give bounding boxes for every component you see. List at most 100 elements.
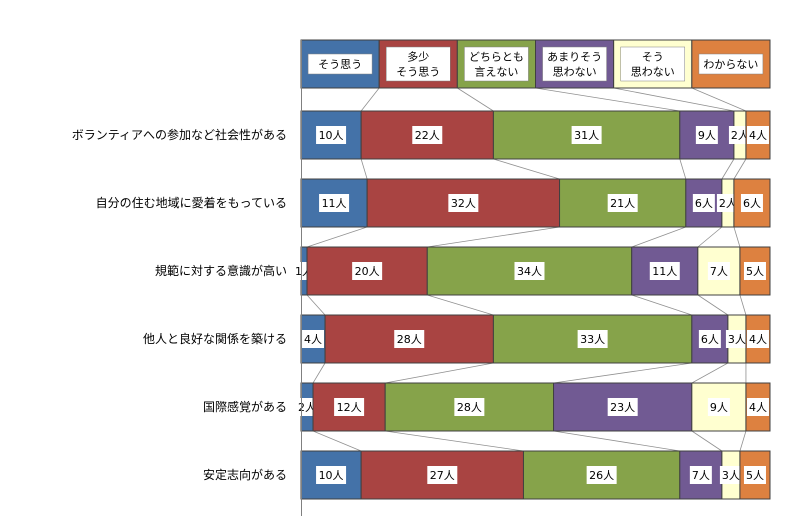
data-label-box xyxy=(607,398,638,416)
data-label-box xyxy=(698,330,721,348)
data-label-box xyxy=(394,330,425,348)
data-label-box xyxy=(725,330,748,348)
series-line xyxy=(312,362,326,384)
series-line xyxy=(427,294,494,316)
series-line xyxy=(691,362,729,384)
series-line xyxy=(697,294,729,316)
series-line xyxy=(691,430,723,452)
series-line xyxy=(697,226,723,248)
data-label: 22人 xyxy=(415,129,440,142)
data-label: 4人 xyxy=(304,333,322,346)
data-label: 32人 xyxy=(451,197,476,210)
data-label-box xyxy=(571,126,602,144)
data-label-box xyxy=(316,466,347,484)
data-label: 23人 xyxy=(610,401,635,414)
data-label: 10人 xyxy=(319,129,344,142)
series-line xyxy=(427,226,560,248)
data-label: 5人 xyxy=(746,265,764,278)
series-line xyxy=(679,158,687,180)
data-label: 4人 xyxy=(749,129,767,142)
data-label-box xyxy=(607,194,638,212)
legend-entry-label: あまりそう xyxy=(547,51,602,64)
data-label-box xyxy=(316,126,347,144)
data-label: 12人 xyxy=(337,401,362,414)
legend-entry-label: そう思う xyxy=(318,58,362,71)
category-labels: ボランティアへの参加など社会性がある自分の住む地域に愛着をもっている規範に対する… xyxy=(72,127,287,482)
data-label: 26人 xyxy=(589,469,614,482)
series-line xyxy=(385,430,524,452)
category-label: ボランティアへの参加など社会性がある xyxy=(72,127,287,142)
data-label-box xyxy=(352,262,383,280)
bar-segment xyxy=(384,382,555,432)
series-line xyxy=(360,158,368,180)
data-label-box xyxy=(448,194,479,212)
data-label-box xyxy=(746,398,769,416)
series-line xyxy=(631,294,692,316)
data-label: 6人 xyxy=(701,333,719,346)
data-label-box xyxy=(743,262,766,280)
data-label-box xyxy=(427,466,458,484)
category-label: 規範に対する意識が高い xyxy=(155,263,287,278)
series-line xyxy=(721,158,735,180)
series-line xyxy=(306,226,368,248)
data-label-box xyxy=(514,262,545,280)
series-line xyxy=(553,362,692,384)
series-line xyxy=(360,87,380,112)
data-label-box xyxy=(586,466,617,484)
series-line xyxy=(385,362,494,384)
series-line xyxy=(739,430,747,452)
legend-label-box xyxy=(620,46,685,82)
data-label-box xyxy=(716,194,739,212)
data-label-box xyxy=(719,466,742,484)
legend-label-box xyxy=(698,53,764,75)
data-label-box xyxy=(649,262,680,280)
data-label-box xyxy=(692,194,715,212)
data-label: 21人 xyxy=(610,197,635,210)
data-label: 20人 xyxy=(355,265,380,278)
data-label-box xyxy=(695,126,718,144)
series-line xyxy=(739,294,747,316)
data-label: 7人 xyxy=(692,469,710,482)
legend-label-box xyxy=(464,46,529,82)
data-label-box xyxy=(454,398,485,416)
legend-label-box xyxy=(307,53,373,75)
data-label: 10人 xyxy=(319,469,344,482)
series-line xyxy=(691,87,747,112)
bar-segment xyxy=(324,314,494,364)
data-label-box xyxy=(302,330,325,348)
data-label: 6人 xyxy=(743,197,761,210)
data-label: 28人 xyxy=(457,401,482,414)
data-label: 11人 xyxy=(652,265,677,278)
legend-label-box xyxy=(542,46,607,82)
data-label-box xyxy=(743,466,766,484)
series-line xyxy=(457,87,494,112)
data-label-box xyxy=(707,262,730,280)
data-label: 33人 xyxy=(580,333,605,346)
data-label-box xyxy=(334,398,365,416)
data-label: 3人 xyxy=(722,469,740,482)
legend-entry-label: どちらとも xyxy=(469,51,524,64)
legend-entry-label: わからない xyxy=(703,58,758,71)
series-line xyxy=(733,158,747,180)
legend-entry-label: 思わない xyxy=(631,66,675,79)
legend-entry-label: 多少 xyxy=(407,50,429,64)
data-label: 4人 xyxy=(749,401,767,414)
data-label: 11人 xyxy=(322,197,347,210)
data-label-box xyxy=(412,126,443,144)
data-label-box xyxy=(689,466,712,484)
legend-entry-label: そう思う xyxy=(396,66,440,79)
series-connector-lines xyxy=(306,87,747,452)
data-label-box xyxy=(707,398,730,416)
legend-entry-label: 言えない xyxy=(474,66,518,79)
series-line xyxy=(553,430,680,452)
category-label: 国際感覚がある xyxy=(203,399,287,414)
category-label: 安定志向がある xyxy=(203,467,287,482)
data-label: 4人 xyxy=(749,333,767,346)
legend-label-box xyxy=(386,46,451,82)
data-label-box xyxy=(746,330,769,348)
series-line xyxy=(535,87,680,112)
legend-entry-label: そう xyxy=(642,51,664,64)
